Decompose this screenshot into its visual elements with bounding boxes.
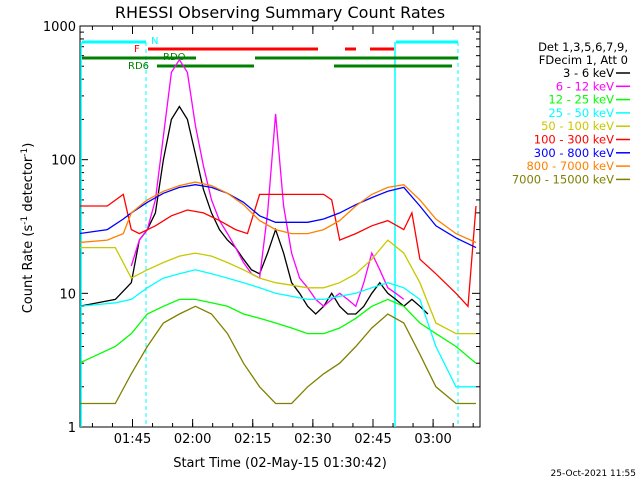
timestamp: 25-Oct-2021 11:55 [551, 469, 636, 479]
legend-entry-label: 50 - 100 keV [541, 119, 614, 133]
series-line-4 [80, 239, 476, 335]
y-axis-label-main: Count Rate (s [21, 225, 36, 314]
chart-title: RHESSI Observing Summary Count Rates [115, 3, 445, 22]
series-line-6 [80, 184, 477, 249]
x-tick-label: 01:45 [114, 432, 151, 447]
legend-entry-label: 3 - 6 keV [563, 66, 614, 80]
x-tick-label: 03:00 [414, 432, 451, 447]
legend-entry-label: 6 - 12 keV [556, 79, 614, 93]
flare-flag-label: F [134, 44, 140, 55]
x-tick-label: 02:15 [234, 432, 271, 447]
legend-entry-label: 800 - 7000 keV [526, 159, 614, 173]
legend-header-line-2: FDecim 1, Att 0 [539, 53, 628, 67]
series-line-5 [80, 193, 477, 308]
series-line-8 [80, 305, 476, 405]
flag-bars: N F RDO RD6 [82, 36, 458, 72]
legend-entry-label: 25 - 50 keV [548, 106, 614, 120]
legend-entry-label: 300 - 800 keV [534, 146, 614, 160]
y-axis: 1 10 100 1000 [43, 20, 480, 436]
x-axis-label: Start Time (02-May-15 01:30:42) [173, 456, 387, 471]
legend-entry-label: 100 - 300 keV [534, 133, 614, 147]
y-tick-label: 100 [51, 154, 76, 169]
plot-frame [79, 25, 481, 428]
marker-lines [80, 42, 459, 427]
legend-entry-label: 12 - 25 keV [548, 93, 614, 107]
legend-entry-label: 7000 - 15000 keV [512, 172, 614, 186]
x-axis: 01:45 02:00 02:15 02:30 02:45 03:00 [91, 26, 474, 447]
x-tick-label: 02:30 [294, 432, 331, 447]
rd6-flag-label: RD6 [128, 61, 149, 72]
series-line-2 [80, 298, 477, 364]
series-line-1 [130, 58, 405, 308]
y-tick-label: 1000 [43, 20, 76, 35]
y-axis-label-mid: detector [21, 156, 36, 216]
x-tick-label: 02:00 [174, 432, 211, 447]
series-group [80, 58, 477, 405]
series-line-7 [80, 181, 477, 244]
x-tick-label: 02:45 [354, 432, 391, 447]
series-line-3 [80, 269, 476, 388]
y-tick-label: 10 [59, 287, 76, 302]
night-flag-label: N [151, 36, 158, 47]
y-axis-label: Count Rate (s-1 detector-1) [20, 143, 36, 314]
legend: Det 1,3,5,6,7,9, FDecim 1, Att 0 3 - 6 k… [512, 40, 630, 186]
y-axis-label-sup1: -1 [20, 216, 30, 225]
rdo-flag-label: RDO [163, 52, 186, 63]
series-line-0 [80, 105, 429, 315]
y-tick-label: 1 [68, 421, 76, 436]
legend-header-line-1: Det 1,3,5,6,7,9, [538, 40, 628, 54]
y-axis-label-end: ) [21, 143, 36, 148]
y-axis-label-sup2: -1 [20, 148, 30, 157]
